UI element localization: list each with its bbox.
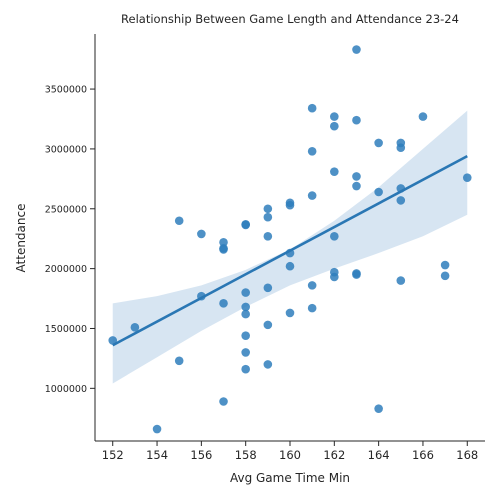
y-tick-label: 2500000 [45,204,87,215]
x-axis-ticks: 152 154 156 158 160 162 164 166 168 [102,441,478,462]
x-axis-label: Avg Game Time Min [230,471,350,485]
regression-line [112,154,468,347]
confidence-band [112,110,468,384]
data-point [241,348,250,357]
x-tick-label: 166 [412,448,434,462]
data-point [263,204,273,214]
data-point [440,271,450,281]
data-point [152,424,162,434]
data-point [285,308,295,318]
data-point [130,322,140,332]
data-point [241,220,250,230]
data-point [307,103,317,113]
data-points-layer [108,45,472,434]
x-tick-label: 156 [190,448,212,462]
data-point [285,261,295,271]
data-point [108,336,118,345]
data-point [352,181,361,191]
y-axis-ticks: 1000000 1500000 2000000 2500000 3000000 35000… [45,85,95,395]
data-point [241,302,250,312]
data-point [330,121,339,131]
data-point [219,299,228,308]
x-tick-label: 154 [146,448,168,462]
data-point [263,320,273,330]
data-point [241,288,250,297]
chart-title: Relationship Between Game Length and Att… [121,12,459,26]
y-tick-label: 2000000 [45,264,87,275]
data-point [263,232,273,241]
data-point [241,309,250,319]
data-point [307,191,317,200]
data-point [396,196,406,205]
data-point [219,397,228,406]
data-point [352,45,361,54]
data-point [285,200,295,210]
data-point [418,112,428,121]
y-tick-label: 1500000 [45,324,87,335]
data-point [263,360,273,369]
data-point [241,364,250,374]
data-point [219,245,228,254]
x-tick-label: 168 [456,448,478,462]
data-point [462,173,472,182]
data-point [307,303,317,313]
data-point [374,187,383,197]
data-point [174,356,184,366]
data-point [263,283,273,293]
data-point [374,138,383,148]
data-point [330,112,339,121]
x-tick-label: 162 [323,448,345,462]
y-tick-label: 3500000 [45,85,87,96]
confidence-band-layer [112,110,468,384]
regression-line-layer [112,154,468,347]
x-tick-label: 164 [368,448,390,462]
x-tick-label: 152 [102,448,124,462]
data-point [241,331,250,340]
data-point [352,172,361,181]
data-point [396,276,406,285]
data-point [197,229,206,239]
data-point [307,281,317,290]
data-point [396,143,406,153]
data-point [330,232,339,241]
data-point [374,404,383,413]
data-point [352,270,361,279]
data-point [307,147,317,156]
data-point [330,272,339,282]
y-tick-label: 3000000 [45,144,87,155]
data-point [219,237,228,247]
data-point [330,167,339,176]
x-tick-label: 158 [235,448,257,462]
x-tick-label: 160 [279,448,301,462]
data-point [263,212,273,222]
y-axis-label: Attendance [14,204,28,273]
y-tick-label: 1000000 [45,384,87,395]
data-point [174,216,184,226]
data-point [440,260,450,270]
data-point [352,115,361,125]
